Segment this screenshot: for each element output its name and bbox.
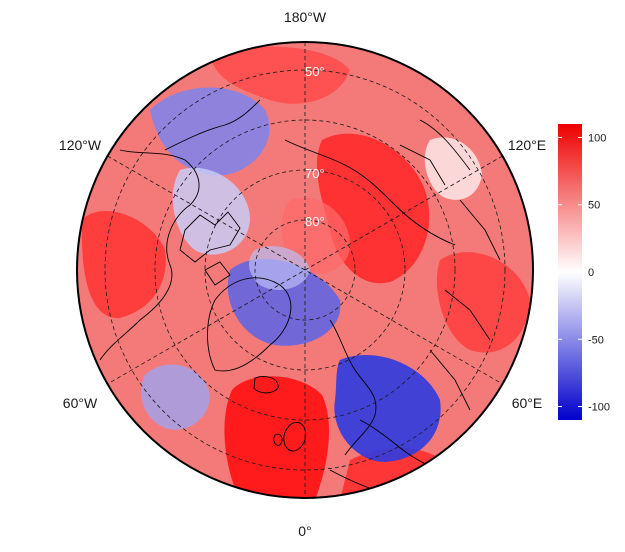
lat-circle-80 [254,219,356,321]
coastline-north-america [99,149,200,361]
coastline-siberia [284,139,456,246]
anomaly-europe-scandinavia [334,354,441,462]
coastline-scandinavia [329,319,377,456]
colorbar-tick-label: -100 [588,402,610,414]
anomaly-north-pacific [210,46,350,104]
lat-label-70: 70° [305,166,325,181]
lat-label-80: 80° [305,214,325,229]
lon-label-60e: 60°E [512,395,543,411]
anomaly-north-atlantic [224,376,329,498]
colorbar: 100 50 0 -50 -100 [558,124,610,420]
colorbar-tick-label: 100 [588,132,606,144]
anomaly-central-asia [436,252,530,353]
colorbar-tick-label: 50 [588,200,600,212]
coastline-asia-borders [399,119,501,411]
lon-label-120e: 120°E [508,137,546,153]
lat-label-50: 50° [305,64,325,79]
colorbar-tick-label: 0 [588,267,594,279]
coastlines [99,99,501,491]
lon-label-180w: 180°W [284,9,327,25]
anomaly-field [77,42,533,498]
colorbar-ticks: 100 50 0 -50 -100 [558,132,610,414]
coastline-iceland [253,376,279,394]
lat-circle-50 [104,69,506,471]
anomaly-hudson-bay [172,167,250,255]
lon-label-0: 0° [298,523,311,539]
coastline-british-isles [273,421,306,452]
anomaly-western-north-america [81,211,166,319]
anomaly-alaska-bering [150,87,270,176]
map-boundary [76,41,534,499]
anomaly-labrador [141,364,210,430]
meridian-120e-60w [107,155,503,385]
meridian-120w-60e [107,155,503,385]
anomaly-east-china [424,137,482,200]
lon-label-60w: 60°W [63,395,98,411]
coastline-alaska [164,99,261,151]
graticule [104,42,506,498]
colorbar-tick-label: -50 [588,334,604,346]
coastline-canadian-archipelago [179,211,241,286]
lon-label-120w: 120°W [59,137,102,153]
lat-circle-60 [154,119,456,421]
